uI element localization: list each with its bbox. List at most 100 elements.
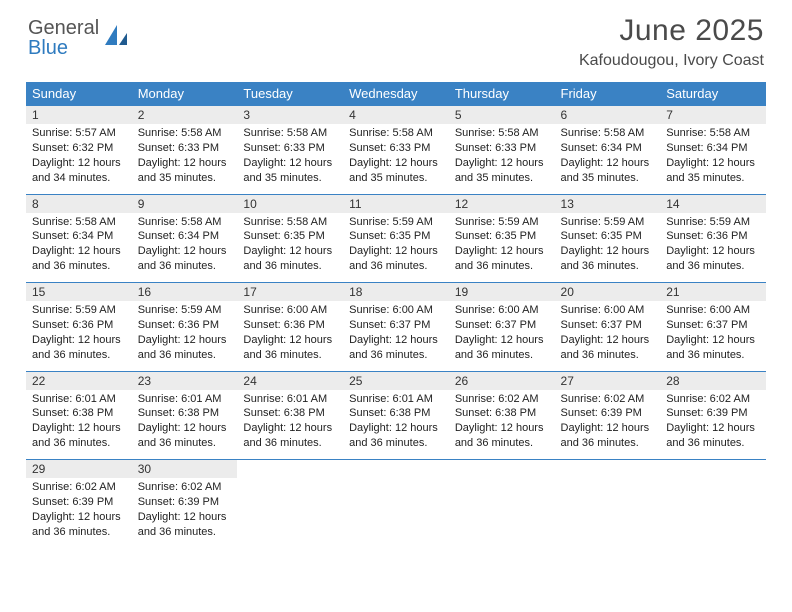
page-header: June 2025 Kafoudougou, Ivory Coast bbox=[579, 14, 764, 70]
sunset-line: Sunset: 6:39 PM bbox=[138, 495, 232, 510]
brand-logo: General Blue bbox=[28, 18, 129, 58]
day-number: 22 bbox=[26, 371, 132, 390]
day-cell: Sunrise: 6:01 AMSunset: 6:38 PMDaylight:… bbox=[343, 390, 449, 460]
daylight-line: Daylight: 12 hours and 36 minutes. bbox=[138, 333, 232, 363]
sunset-line: Sunset: 6:38 PM bbox=[349, 406, 443, 421]
empty-cell bbox=[660, 478, 766, 548]
day-cell: Sunrise: 6:02 AMSunset: 6:39 PMDaylight:… bbox=[26, 478, 132, 548]
daylight-line: Daylight: 12 hours and 36 minutes. bbox=[349, 244, 443, 274]
sunset-line: Sunset: 6:36 PM bbox=[138, 318, 232, 333]
daylight-line: Daylight: 12 hours and 36 minutes. bbox=[138, 510, 232, 540]
day-number: 6 bbox=[555, 106, 661, 125]
day-cell: Sunrise: 5:58 AMSunset: 6:33 PMDaylight:… bbox=[343, 124, 449, 194]
day-number: 15 bbox=[26, 283, 132, 302]
day-number: 29 bbox=[26, 460, 132, 479]
sunset-line: Sunset: 6:34 PM bbox=[32, 229, 126, 244]
day-cell: Sunrise: 5:58 AMSunset: 6:34 PMDaylight:… bbox=[26, 213, 132, 283]
sunrise-line: Sunrise: 6:00 AM bbox=[561, 303, 655, 318]
sunrise-line: Sunrise: 5:58 AM bbox=[561, 126, 655, 141]
daylight-line: Daylight: 12 hours and 35 minutes. bbox=[666, 156, 760, 186]
day-cell: Sunrise: 6:00 AMSunset: 6:36 PMDaylight:… bbox=[237, 301, 343, 371]
day-cell: Sunrise: 5:58 AMSunset: 6:33 PMDaylight:… bbox=[237, 124, 343, 194]
daylight-line: Daylight: 12 hours and 36 minutes. bbox=[243, 421, 337, 451]
daylight-line: Daylight: 12 hours and 35 minutes. bbox=[349, 156, 443, 186]
empty-cell bbox=[237, 478, 343, 548]
day-cell: Sunrise: 5:58 AMSunset: 6:35 PMDaylight:… bbox=[237, 213, 343, 283]
sunrise-line: Sunrise: 5:58 AM bbox=[138, 215, 232, 230]
daylight-line: Daylight: 12 hours and 36 minutes. bbox=[561, 421, 655, 451]
day-cell: Sunrise: 5:59 AMSunset: 6:35 PMDaylight:… bbox=[555, 213, 661, 283]
weekday-header: Wednesday bbox=[343, 82, 449, 106]
calendar-table: SundayMondayTuesdayWednesdayThursdayFrid… bbox=[26, 82, 766, 548]
day-number: 14 bbox=[660, 194, 766, 213]
day-number: 3 bbox=[237, 106, 343, 125]
day-cell: Sunrise: 6:02 AMSunset: 6:39 PMDaylight:… bbox=[555, 390, 661, 460]
daylight-line: Daylight: 12 hours and 36 minutes. bbox=[138, 244, 232, 274]
daylight-line: Daylight: 12 hours and 36 minutes. bbox=[561, 333, 655, 363]
sunrise-line: Sunrise: 6:00 AM bbox=[666, 303, 760, 318]
day-number-row: 1234567 bbox=[26, 106, 766, 125]
daylight-line: Daylight: 12 hours and 36 minutes. bbox=[455, 333, 549, 363]
sunrise-line: Sunrise: 5:58 AM bbox=[138, 126, 232, 141]
daylight-line: Daylight: 12 hours and 35 minutes. bbox=[138, 156, 232, 186]
sunset-line: Sunset: 6:37 PM bbox=[561, 318, 655, 333]
brand-text: General Blue bbox=[28, 18, 99, 58]
sunrise-line: Sunrise: 5:58 AM bbox=[666, 126, 760, 141]
day-cell: Sunrise: 6:02 AMSunset: 6:39 PMDaylight:… bbox=[132, 478, 238, 548]
sunset-line: Sunset: 6:37 PM bbox=[455, 318, 549, 333]
sunset-line: Sunset: 6:33 PM bbox=[243, 141, 337, 156]
sunset-line: Sunset: 6:37 PM bbox=[349, 318, 443, 333]
day-number: 23 bbox=[132, 371, 238, 390]
day-cell: Sunrise: 6:00 AMSunset: 6:37 PMDaylight:… bbox=[660, 301, 766, 371]
day-cell: Sunrise: 5:58 AMSunset: 6:34 PMDaylight:… bbox=[660, 124, 766, 194]
day-cell: Sunrise: 6:00 AMSunset: 6:37 PMDaylight:… bbox=[449, 301, 555, 371]
brand-part1: General bbox=[28, 17, 99, 39]
sunset-line: Sunset: 6:33 PM bbox=[455, 141, 549, 156]
day-cell: Sunrise: 6:00 AMSunset: 6:37 PMDaylight:… bbox=[555, 301, 661, 371]
sunset-line: Sunset: 6:33 PM bbox=[138, 141, 232, 156]
day-number: 20 bbox=[555, 283, 661, 302]
day-cell: Sunrise: 5:57 AMSunset: 6:32 PMDaylight:… bbox=[26, 124, 132, 194]
sunrise-line: Sunrise: 5:59 AM bbox=[455, 215, 549, 230]
day-number: 28 bbox=[660, 371, 766, 390]
sunrise-line: Sunrise: 6:02 AM bbox=[561, 392, 655, 407]
weekday-header: Sunday bbox=[26, 82, 132, 106]
day-content-row: Sunrise: 6:01 AMSunset: 6:38 PMDaylight:… bbox=[26, 390, 766, 460]
day-content-row: Sunrise: 5:59 AMSunset: 6:36 PMDaylight:… bbox=[26, 301, 766, 371]
day-number: 21 bbox=[660, 283, 766, 302]
day-number: 5 bbox=[449, 106, 555, 125]
daylight-line: Daylight: 12 hours and 36 minutes. bbox=[666, 244, 760, 274]
sunset-line: Sunset: 6:34 PM bbox=[561, 141, 655, 156]
sunrise-line: Sunrise: 5:58 AM bbox=[32, 215, 126, 230]
day-cell: Sunrise: 5:59 AMSunset: 6:36 PMDaylight:… bbox=[132, 301, 238, 371]
sunset-line: Sunset: 6:37 PM bbox=[666, 318, 760, 333]
empty-cell bbox=[555, 460, 661, 479]
sunset-line: Sunset: 6:38 PM bbox=[32, 406, 126, 421]
day-content-row: Sunrise: 5:57 AMSunset: 6:32 PMDaylight:… bbox=[26, 124, 766, 194]
day-content-row: Sunrise: 5:58 AMSunset: 6:34 PMDaylight:… bbox=[26, 213, 766, 283]
day-cell: Sunrise: 5:58 AMSunset: 6:33 PMDaylight:… bbox=[132, 124, 238, 194]
daylight-line: Daylight: 12 hours and 36 minutes. bbox=[455, 421, 549, 451]
sunrise-line: Sunrise: 5:59 AM bbox=[138, 303, 232, 318]
empty-cell bbox=[449, 478, 555, 548]
daylight-line: Daylight: 12 hours and 36 minutes. bbox=[32, 244, 126, 274]
day-cell: Sunrise: 6:00 AMSunset: 6:37 PMDaylight:… bbox=[343, 301, 449, 371]
sunrise-line: Sunrise: 6:01 AM bbox=[349, 392, 443, 407]
day-number: 16 bbox=[132, 283, 238, 302]
day-number: 2 bbox=[132, 106, 238, 125]
sunset-line: Sunset: 6:35 PM bbox=[349, 229, 443, 244]
page-title: June 2025 bbox=[579, 14, 764, 48]
day-number: 19 bbox=[449, 283, 555, 302]
weekday-header: Saturday bbox=[660, 82, 766, 106]
day-number: 26 bbox=[449, 371, 555, 390]
page-subtitle: Kafoudougou, Ivory Coast bbox=[579, 52, 764, 70]
day-cell: Sunrise: 5:59 AMSunset: 6:36 PMDaylight:… bbox=[660, 213, 766, 283]
sunrise-line: Sunrise: 6:01 AM bbox=[32, 392, 126, 407]
day-content-row: Sunrise: 6:02 AMSunset: 6:39 PMDaylight:… bbox=[26, 478, 766, 548]
sunrise-line: Sunrise: 5:58 AM bbox=[455, 126, 549, 141]
sunset-line: Sunset: 6:36 PM bbox=[243, 318, 337, 333]
sunset-line: Sunset: 6:39 PM bbox=[666, 406, 760, 421]
brand-part2: Blue bbox=[28, 37, 68, 59]
day-cell: Sunrise: 6:01 AMSunset: 6:38 PMDaylight:… bbox=[26, 390, 132, 460]
day-number: 10 bbox=[237, 194, 343, 213]
